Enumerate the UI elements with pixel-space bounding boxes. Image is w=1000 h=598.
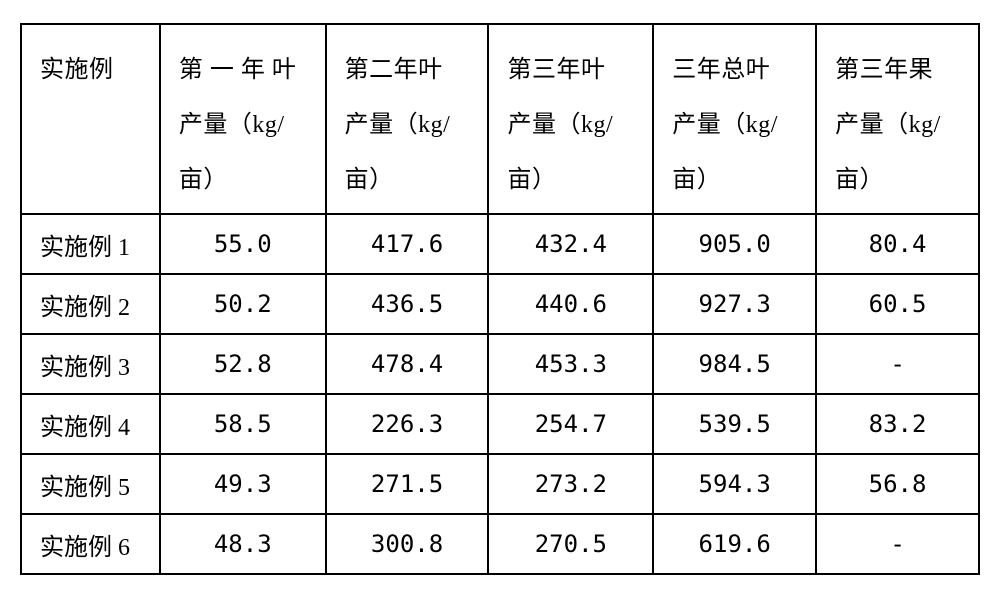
cell-total-leaf: 927.3 (653, 274, 816, 334)
cell-year2-leaf: 226.3 (326, 394, 489, 454)
col-header-line: 第 一 年 叶 (179, 57, 297, 83)
row-label: 实施例 2 (21, 274, 160, 334)
col-header-line: 产量（kg/ (507, 112, 613, 138)
col-header-line: 三年总叶 (672, 57, 770, 83)
row-label: 实施例 3 (21, 334, 160, 394)
cell-year1-leaf: 55.0 (160, 214, 326, 274)
table-row: 实施例 2 50.2 436.5 440.6 927.3 60.5 (21, 274, 979, 334)
col-header-line: 产量（kg/ (345, 112, 451, 138)
col-header-line: 第三年果 (835, 57, 933, 83)
cell-year2-leaf: 436.5 (326, 274, 489, 334)
yield-table: 实施例 第 一 年 叶 产量（kg/ 亩） 第二年叶 产量（kg/ 亩） (20, 23, 980, 575)
col-header-line: 亩） (835, 167, 884, 193)
col-header-line: 产量（kg/ (179, 112, 285, 138)
cell-year3-leaf: 432.4 (488, 214, 653, 274)
cell-total-leaf: 984.5 (653, 334, 816, 394)
cell-year3-leaf: 453.3 (488, 334, 653, 394)
table-row: 实施例 4 58.5 226.3 254.7 539.5 83.2 (21, 394, 979, 454)
table-row: 实施例 6 48.3 300.8 270.5 619.6 - (21, 514, 979, 574)
cell-year2-leaf: 271.5 (326, 454, 489, 514)
cell-year2-leaf: 300.8 (326, 514, 489, 574)
cell-year3-leaf: 440.6 (488, 274, 653, 334)
cell-year2-leaf: 417.6 (326, 214, 489, 274)
row-label: 实施例 6 (21, 514, 160, 574)
col-header-line: 亩） (507, 167, 556, 193)
col-header-total-leaf: 三年总叶 产量（kg/ 亩） (653, 24, 816, 214)
col-header-line: 亩） (179, 167, 228, 193)
cell-year1-leaf: 49.3 (160, 454, 326, 514)
col-header-year1-leaf: 第 一 年 叶 产量（kg/ 亩） (160, 24, 326, 214)
cell-year3-fruit: - (816, 514, 979, 574)
cell-year1-leaf: 50.2 (160, 274, 326, 334)
col-header-line: 第二年叶 (345, 57, 443, 83)
col-header-line: 亩） (345, 167, 394, 193)
cell-year2-leaf: 478.4 (326, 334, 489, 394)
col-header-year2-leaf: 第二年叶 产量（kg/ 亩） (326, 24, 489, 214)
cell-year1-leaf: 52.8 (160, 334, 326, 394)
table-row: 实施例 5 49.3 271.5 273.2 594.3 56.8 (21, 454, 979, 514)
col-header-example: 实施例 (21, 24, 160, 214)
cell-year1-leaf: 48.3 (160, 514, 326, 574)
col-header-year3-fruit: 第三年果 产量（kg/ 亩） (816, 24, 979, 214)
cell-total-leaf: 905.0 (653, 214, 816, 274)
cell-year3-fruit: - (816, 334, 979, 394)
col-header-line: 实施例 (40, 57, 114, 83)
col-header-line: 产量（kg/ (835, 112, 941, 138)
cell-year3-fruit: 56.8 (816, 454, 979, 514)
table-row: 实施例 3 52.8 478.4 453.3 984.5 - (21, 334, 979, 394)
cell-year3-fruit: 83.2 (816, 394, 979, 454)
table-header-row: 实施例 第 一 年 叶 产量（kg/ 亩） 第二年叶 产量（kg/ 亩） (21, 24, 979, 214)
cell-total-leaf: 619.6 (653, 514, 816, 574)
col-header-line: 亩） (672, 167, 721, 193)
col-header-line: 第三年叶 (507, 57, 605, 83)
col-header-year3-leaf: 第三年叶 产量（kg/ 亩） (488, 24, 653, 214)
cell-year3-fruit: 80.4 (816, 214, 979, 274)
cell-year3-leaf: 273.2 (488, 454, 653, 514)
cell-total-leaf: 539.5 (653, 394, 816, 454)
yield-table-container: 实施例 第 一 年 叶 产量（kg/ 亩） 第二年叶 产量（kg/ 亩） (20, 23, 980, 575)
col-header-line: 产量（kg/ (672, 112, 778, 138)
cell-year1-leaf: 58.5 (160, 394, 326, 454)
cell-year3-fruit: 60.5 (816, 274, 979, 334)
row-label: 实施例 4 (21, 394, 160, 454)
row-label: 实施例 1 (21, 214, 160, 274)
cell-total-leaf: 594.3 (653, 454, 816, 514)
table-row: 实施例 1 55.0 417.6 432.4 905.0 80.4 (21, 214, 979, 274)
row-label: 实施例 5 (21, 454, 160, 514)
cell-year3-leaf: 270.5 (488, 514, 653, 574)
cell-year3-leaf: 254.7 (488, 394, 653, 454)
